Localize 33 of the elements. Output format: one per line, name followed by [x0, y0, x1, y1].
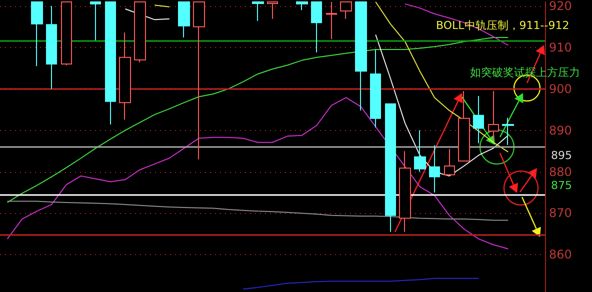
candlestick: [399, 150, 411, 232]
y-tick-label: 920: [549, 0, 572, 13]
candlestick: [488, 90, 499, 141]
candlestick: [178, 1, 190, 38]
candlestick: [105, 1, 116, 126]
candlestick: [90, 1, 101, 41]
y-tick-label: 900: [549, 82, 572, 96]
candlestick: [31, 1, 43, 67]
candlestick: [355, 1, 367, 111]
y-tick-label: 890: [549, 123, 572, 138]
candlestick: [429, 144, 440, 194]
candlestick: [502, 117, 514, 146]
candlestick: [385, 103, 396, 232]
candlestick: [370, 49, 381, 128]
candlestick: [444, 148, 455, 176]
candlestick: [46, 6, 57, 90]
line-series: [404, 3, 509, 46]
y-tick-label: 910: [549, 40, 572, 54]
candlestick: [414, 130, 426, 172]
y-tick-label: 880: [549, 164, 572, 179]
line-series: [6, 97, 509, 250]
candlestick: [311, 1, 322, 53]
candlestick: [119, 32, 131, 120]
line-series: [242, 278, 480, 290]
text: 875: [551, 179, 572, 192]
candlestick: [296, 1, 308, 11]
candlestick: [473, 95, 484, 144]
candlestick: [252, 1, 264, 22]
y-tick-label: 870: [549, 206, 572, 220]
candlestick: [458, 90, 470, 162]
line-series: [6, 200, 509, 221]
text: 895: [551, 149, 572, 162]
y-tick-label: 860: [549, 248, 572, 262]
